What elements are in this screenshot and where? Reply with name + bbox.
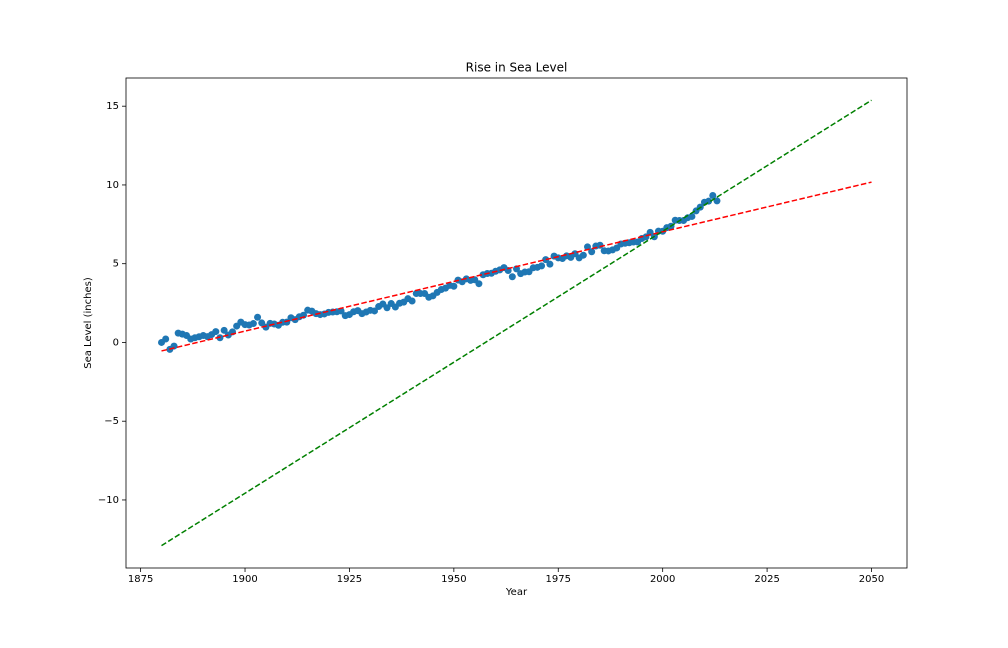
data-point: [538, 262, 546, 270]
data-point: [254, 313, 262, 321]
data-point: [546, 260, 554, 268]
data-point: [513, 265, 520, 273]
x-tick-label: 1975: [546, 574, 571, 585]
y-tick-label: −5: [104, 416, 119, 427]
data-point: [162, 335, 170, 343]
x-tick-label: 1875: [128, 574, 153, 585]
y-tick-label: 10: [106, 180, 119, 191]
x-tick-label: 2025: [754, 574, 779, 585]
data-point: [220, 326, 228, 334]
data-point: [588, 248, 596, 256]
y-tick-label: 0: [113, 337, 119, 348]
data-point: [688, 212, 696, 220]
fit-line: [161, 99, 872, 547]
data-point: [709, 191, 717, 199]
data-point: [450, 282, 458, 290]
data-point: [542, 256, 550, 264]
x-axis-label: Year: [505, 587, 528, 598]
y-axis-label: Sea Level (inches): [83, 277, 94, 369]
data-point: [249, 320, 257, 328]
x-tick-label: 2000: [650, 574, 675, 585]
data-point: [646, 228, 654, 236]
y-tick-label: 5: [113, 259, 119, 270]
data-point: [508, 273, 516, 281]
data-point: [579, 251, 587, 259]
plot-frame: [125, 77, 908, 569]
data-point: [212, 328, 220, 336]
fit-line: [161, 181, 872, 352]
data-point: [475, 280, 483, 288]
x-tick-label: 2050: [859, 574, 884, 585]
data-point: [408, 297, 416, 305]
data-point: [596, 241, 604, 249]
y-tick-label: 15: [106, 101, 119, 112]
y-tick-label: −10: [98, 495, 119, 506]
x-tick-label: 1925: [337, 574, 362, 585]
chart-title: Rise in Sea Level: [466, 61, 568, 75]
x-tick-label: 1950: [441, 574, 466, 585]
x-tick-label: 1900: [232, 574, 257, 585]
data-point: [371, 307, 378, 315]
